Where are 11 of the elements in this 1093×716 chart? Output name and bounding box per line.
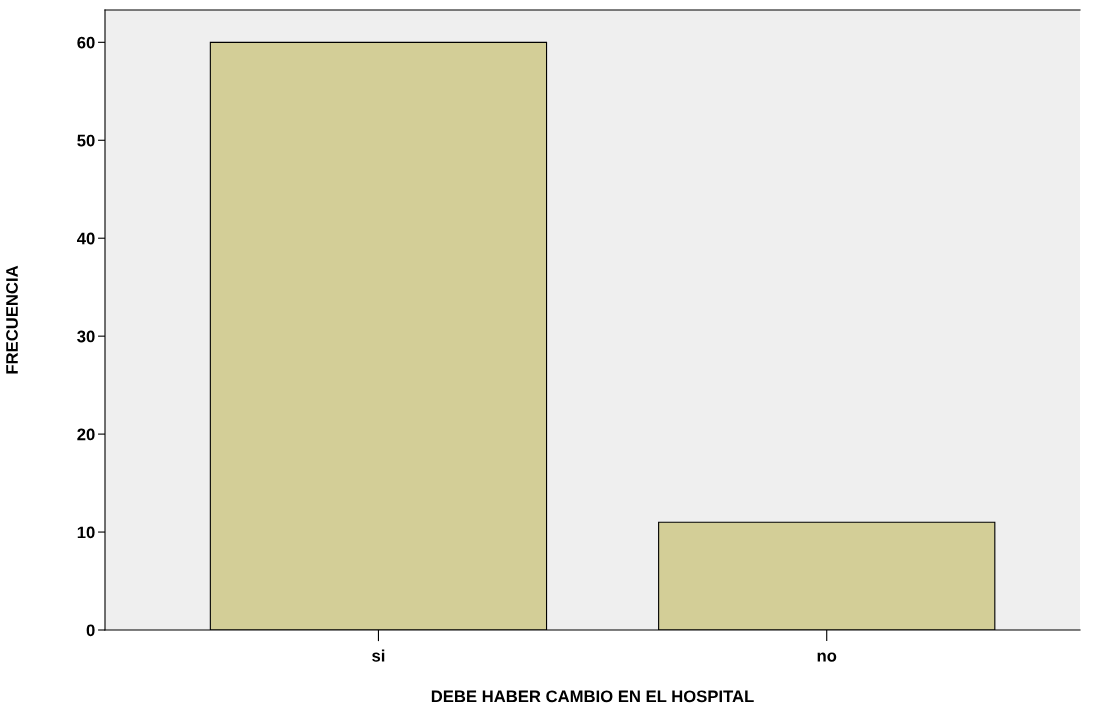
y-tick-label: 0 bbox=[86, 624, 95, 637]
y-axis-title: FRECUENCIA bbox=[6, 265, 18, 374]
y-tick-label: 40 bbox=[76, 232, 95, 245]
y-tick-label: 20 bbox=[77, 428, 95, 441]
x-tick-label: no bbox=[817, 652, 837, 662]
y-tick-label: 60 bbox=[77, 36, 95, 49]
y-tick-label: 10 bbox=[77, 526, 95, 539]
x-axis-title: DEBE HABER CAMBIO EN EL HOSPITAL bbox=[431, 690, 754, 703]
x-tick-label: si bbox=[372, 649, 385, 662]
y-tick-label: 30 bbox=[77, 330, 95, 343]
y-tick-label: 50 bbox=[77, 134, 95, 147]
